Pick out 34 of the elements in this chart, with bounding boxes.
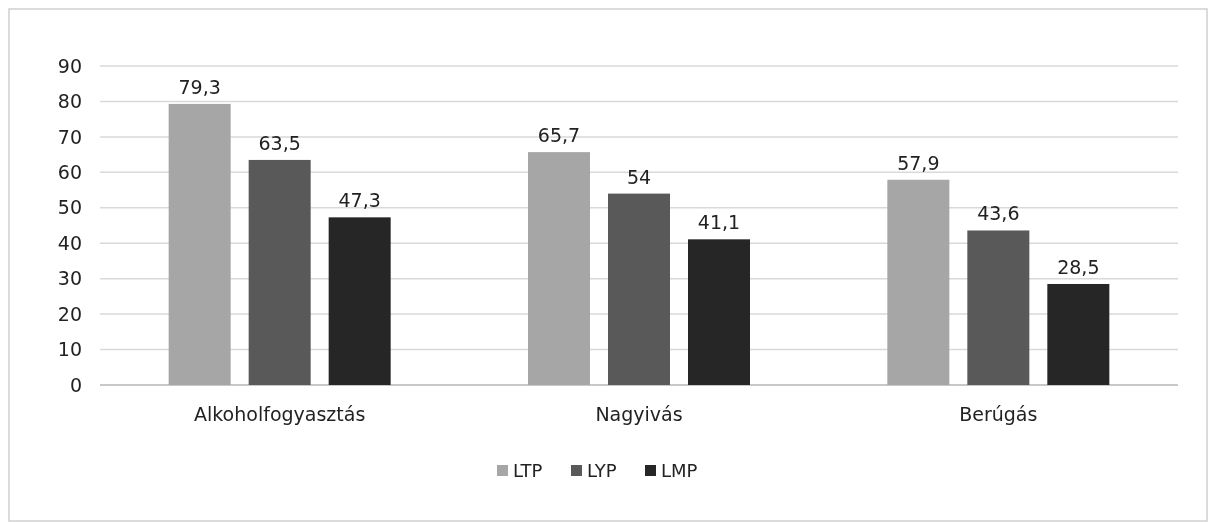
data-label: 28,5 <box>1057 255 1100 278</box>
data-label: 41,1 <box>697 211 741 234</box>
legend-label: LYP <box>587 460 617 482</box>
y-tick-label: 0 <box>69 373 82 396</box>
legend-label: LTP <box>513 460 543 482</box>
y-tick-label: 70 <box>57 125 82 148</box>
bar <box>168 103 231 385</box>
bar <box>1047 283 1110 385</box>
bar <box>887 179 950 385</box>
y-tick-label: 80 <box>57 90 82 113</box>
data-label: 65,7 <box>537 124 581 147</box>
bar <box>967 230 1030 385</box>
y-tick-label: 50 <box>57 196 82 219</box>
bar <box>248 159 311 385</box>
legend-label: LMP <box>661 460 698 482</box>
bar <box>688 239 750 385</box>
x-tick-label: Berúgás <box>959 403 1038 425</box>
y-tick-label: 40 <box>57 231 82 254</box>
x-tick-label: Alkoholfogyasztás <box>194 403 366 425</box>
y-tick-label: 20 <box>57 302 82 325</box>
bar <box>328 217 391 385</box>
data-label: 43,6 <box>977 202 1020 225</box>
x-tick-label: Nagyivás <box>595 403 683 425</box>
bar <box>608 193 670 385</box>
y-tick-label: 60 <box>57 160 82 183</box>
y-tick-label: 90 <box>57 54 82 77</box>
data-label: 79,3 <box>178 75 221 98</box>
data-label: 47,3 <box>338 189 381 212</box>
data-label: 63,5 <box>258 131 301 154</box>
y-tick-label: 10 <box>57 338 82 361</box>
data-label: 54 <box>626 165 652 188</box>
data-label: 57,9 <box>897 151 940 174</box>
y-tick-label: 30 <box>57 267 82 290</box>
bar <box>528 152 590 385</box>
